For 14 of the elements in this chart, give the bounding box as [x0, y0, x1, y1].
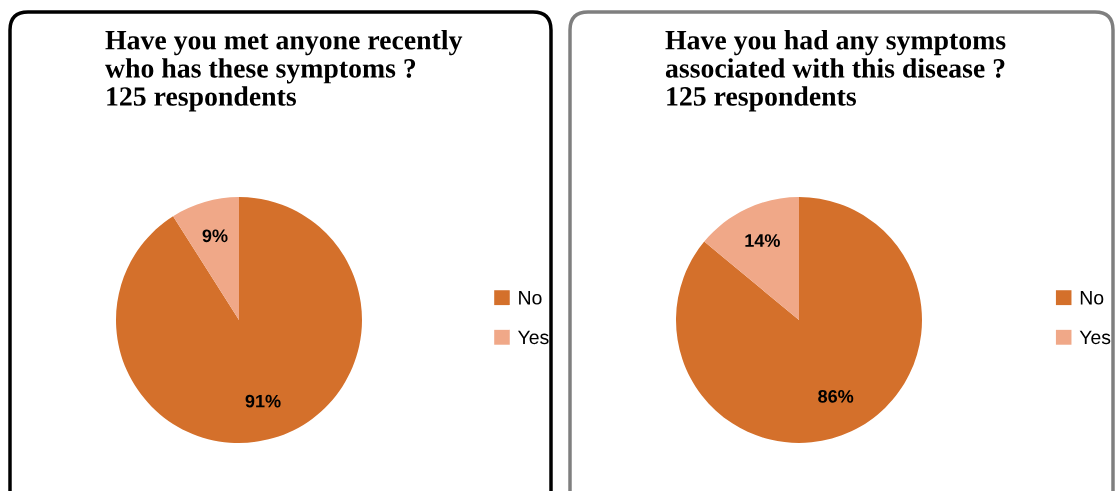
data-label: 91%: [245, 394, 281, 408]
chart-title: Have you met anyone recently who has these symptoms ? 125 respondents: [105, 30, 463, 112]
chart-title: Have you had any symptoms associated with this disease ? 125 respondents: [665, 30, 1006, 112]
legend-label: No: [519, 291, 542, 305]
data-label: 14%: [745, 234, 780, 247]
pie-slice: [173, 197, 239, 320]
data-label: 9%: [202, 229, 228, 243]
legend-label: No: [1080, 291, 1104, 305]
pie-slice: [116, 197, 362, 443]
pie-slice: [676, 197, 922, 443]
legend-label: Yes: [1079, 330, 1111, 345]
data-label: 86%: [818, 389, 854, 403]
legend-label: Yes: [517, 330, 549, 345]
pie-slice: [704, 197, 799, 320]
